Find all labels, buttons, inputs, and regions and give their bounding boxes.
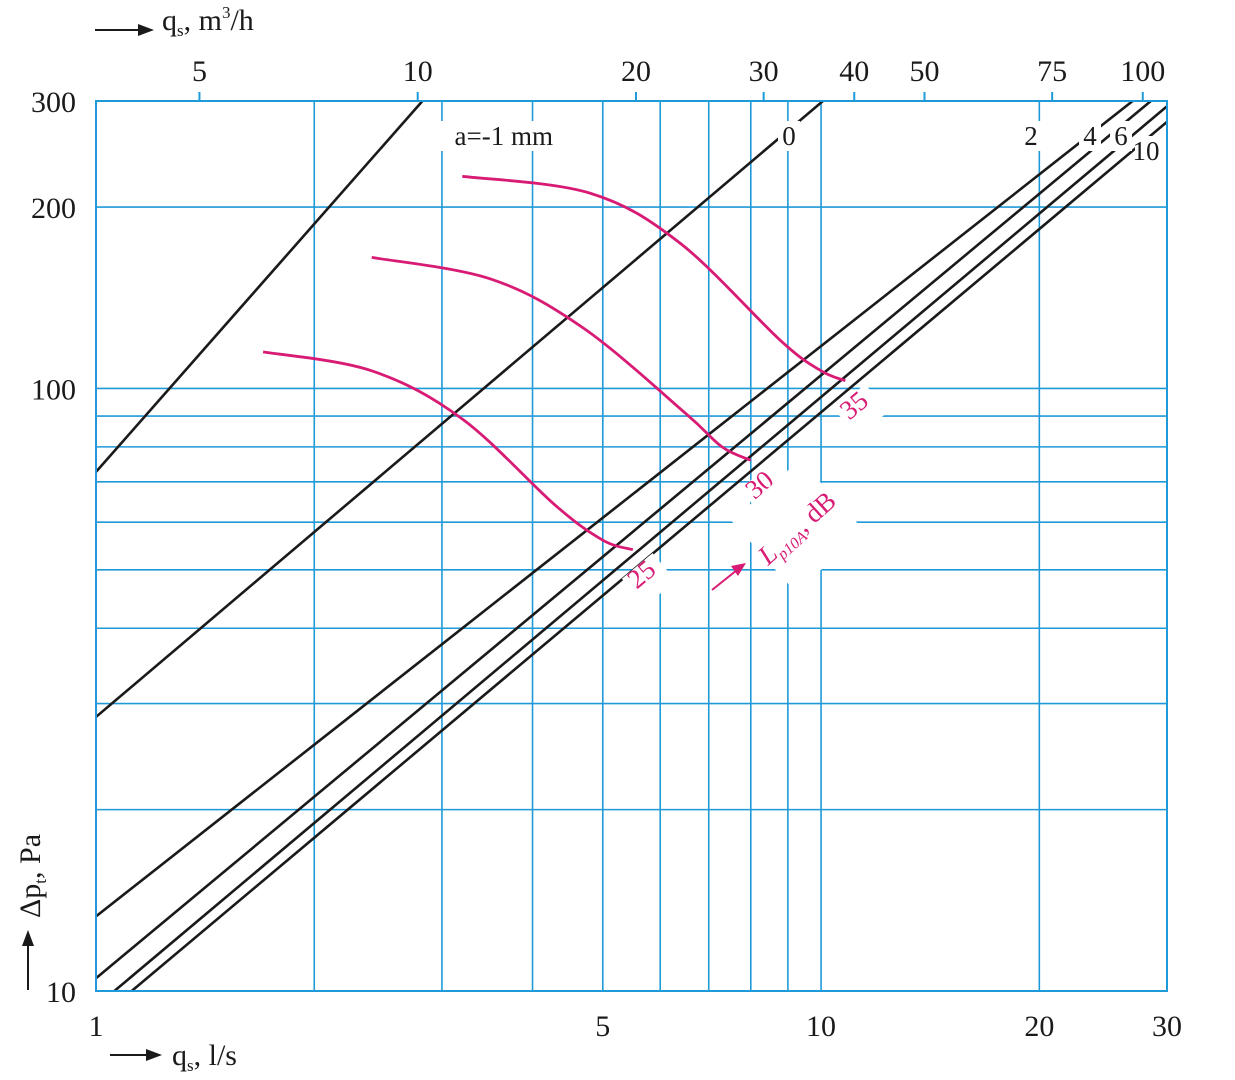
- top-x-axis-sup: 3: [222, 3, 231, 22]
- top-x-axis-unit: , m: [184, 4, 222, 37]
- noise-arrow-head: [731, 563, 746, 576]
- pressure-line-label-bg-3: [1079, 121, 1101, 151]
- pressure-line-label-bg-5: [1135, 136, 1165, 166]
- svg-text:qs, m3/h: qs, m3/h: [162, 3, 254, 40]
- pressure-line-label-2: 2: [1024, 121, 1038, 151]
- svg-text:qs, l/s: qs, l/s: [172, 1039, 237, 1075]
- bottom-x-tick-30: 30: [1152, 1010, 1182, 1043]
- top-x-axis-sub: s: [177, 21, 184, 40]
- top-x-tick-100: 100: [1120, 55, 1165, 88]
- top-x-tick-40: 40: [839, 55, 869, 88]
- y-axis-arrow-head: [22, 930, 34, 946]
- pressure-line-label-0: a=-1 mm: [455, 121, 553, 151]
- noise-label-background: [731, 459, 865, 593]
- noise-arrow-line: [711, 569, 738, 591]
- pressure-line-3: [95, 100, 1152, 980]
- noise-curve-label-bg-25: [621, 553, 676, 607]
- pressure-line-1: [95, 100, 824, 718]
- noise-curve-35: [462, 174, 846, 383]
- plot-frame: [95, 100, 1168, 992]
- top-x-axis-title: qs, m3/h: [95, 3, 254, 40]
- y-tick-300: 300: [31, 86, 76, 119]
- grid: [96, 101, 1167, 991]
- top-x-tick-50: 50: [910, 55, 940, 88]
- y-axis-unit: , Pa: [14, 834, 47, 879]
- top-x-tick-10: 10: [403, 55, 433, 88]
- bottom-x-tick-1: 1: [89, 1010, 104, 1043]
- bottom-x-tick-20: 20: [1024, 1010, 1054, 1043]
- pressure-line-label-bg-1: [778, 121, 800, 151]
- bottom-x-axis-label: q: [172, 1039, 187, 1072]
- bottom-x-axis-title: qs, l/s: [110, 1039, 237, 1075]
- y-axis-label: Δp: [14, 884, 47, 918]
- pressure-line-label-1: 0: [782, 121, 796, 151]
- pressure-line-label-bg-0: [441, 121, 555, 151]
- bottom-x-tick-10: 10: [806, 1010, 836, 1043]
- bottom-x-axis-sub: s: [187, 1056, 194, 1075]
- noise-curve-label-bg-35: [834, 384, 889, 438]
- svg-text:Δpt, Pa: Δpt, Pa: [14, 834, 50, 918]
- top-x-tick-5: 5: [192, 55, 207, 88]
- y-axis-title: Δpt, Pa: [14, 834, 50, 990]
- bottom-axis-arrow-head: [146, 1049, 162, 1061]
- series-labels: a=-1 mm 0 2 4 6 10: [441, 121, 1165, 166]
- y-tick-200: 200: [31, 192, 76, 225]
- bottom-x-tick-5: 5: [595, 1010, 610, 1043]
- top-x-axis-tail: /h: [230, 4, 253, 37]
- pressure-line-2: [95, 99, 1134, 918]
- noise-curve-25: [262, 350, 634, 552]
- pressure-line-label-5: 10: [1133, 136, 1160, 166]
- pressure-line-label-bg-2: [1020, 121, 1042, 151]
- noise-curve-30: [371, 256, 752, 462]
- bottom-x-axis-unit: , l/s: [194, 1039, 237, 1072]
- top-x-axis-label: q: [162, 4, 177, 37]
- y-tick-100: 100: [31, 373, 76, 406]
- top-axis-arrow-head: [138, 24, 154, 36]
- noise-level-title: Lp10A, dB: [711, 459, 865, 593]
- tick-labels: 15102030510203040507510020010100200300: [31, 55, 1182, 1043]
- top-x-tick-20: 20: [621, 55, 651, 88]
- top-x-tick-75: 75: [1037, 55, 1067, 88]
- pressure-line-label-bg-4: [1110, 121, 1132, 151]
- pressure-line-label-4: 6: [1114, 121, 1128, 151]
- y-tick-10: 10: [46, 976, 76, 1009]
- top-x-tick-30: 30: [749, 55, 779, 88]
- pressure-lines: [95, 99, 1168, 992]
- pressure-line-4: [113, 105, 1168, 992]
- pressure-line-0: [95, 100, 424, 473]
- pressure-line-label-3: 4: [1083, 121, 1097, 151]
- y-axis-sub: t: [31, 879, 50, 884]
